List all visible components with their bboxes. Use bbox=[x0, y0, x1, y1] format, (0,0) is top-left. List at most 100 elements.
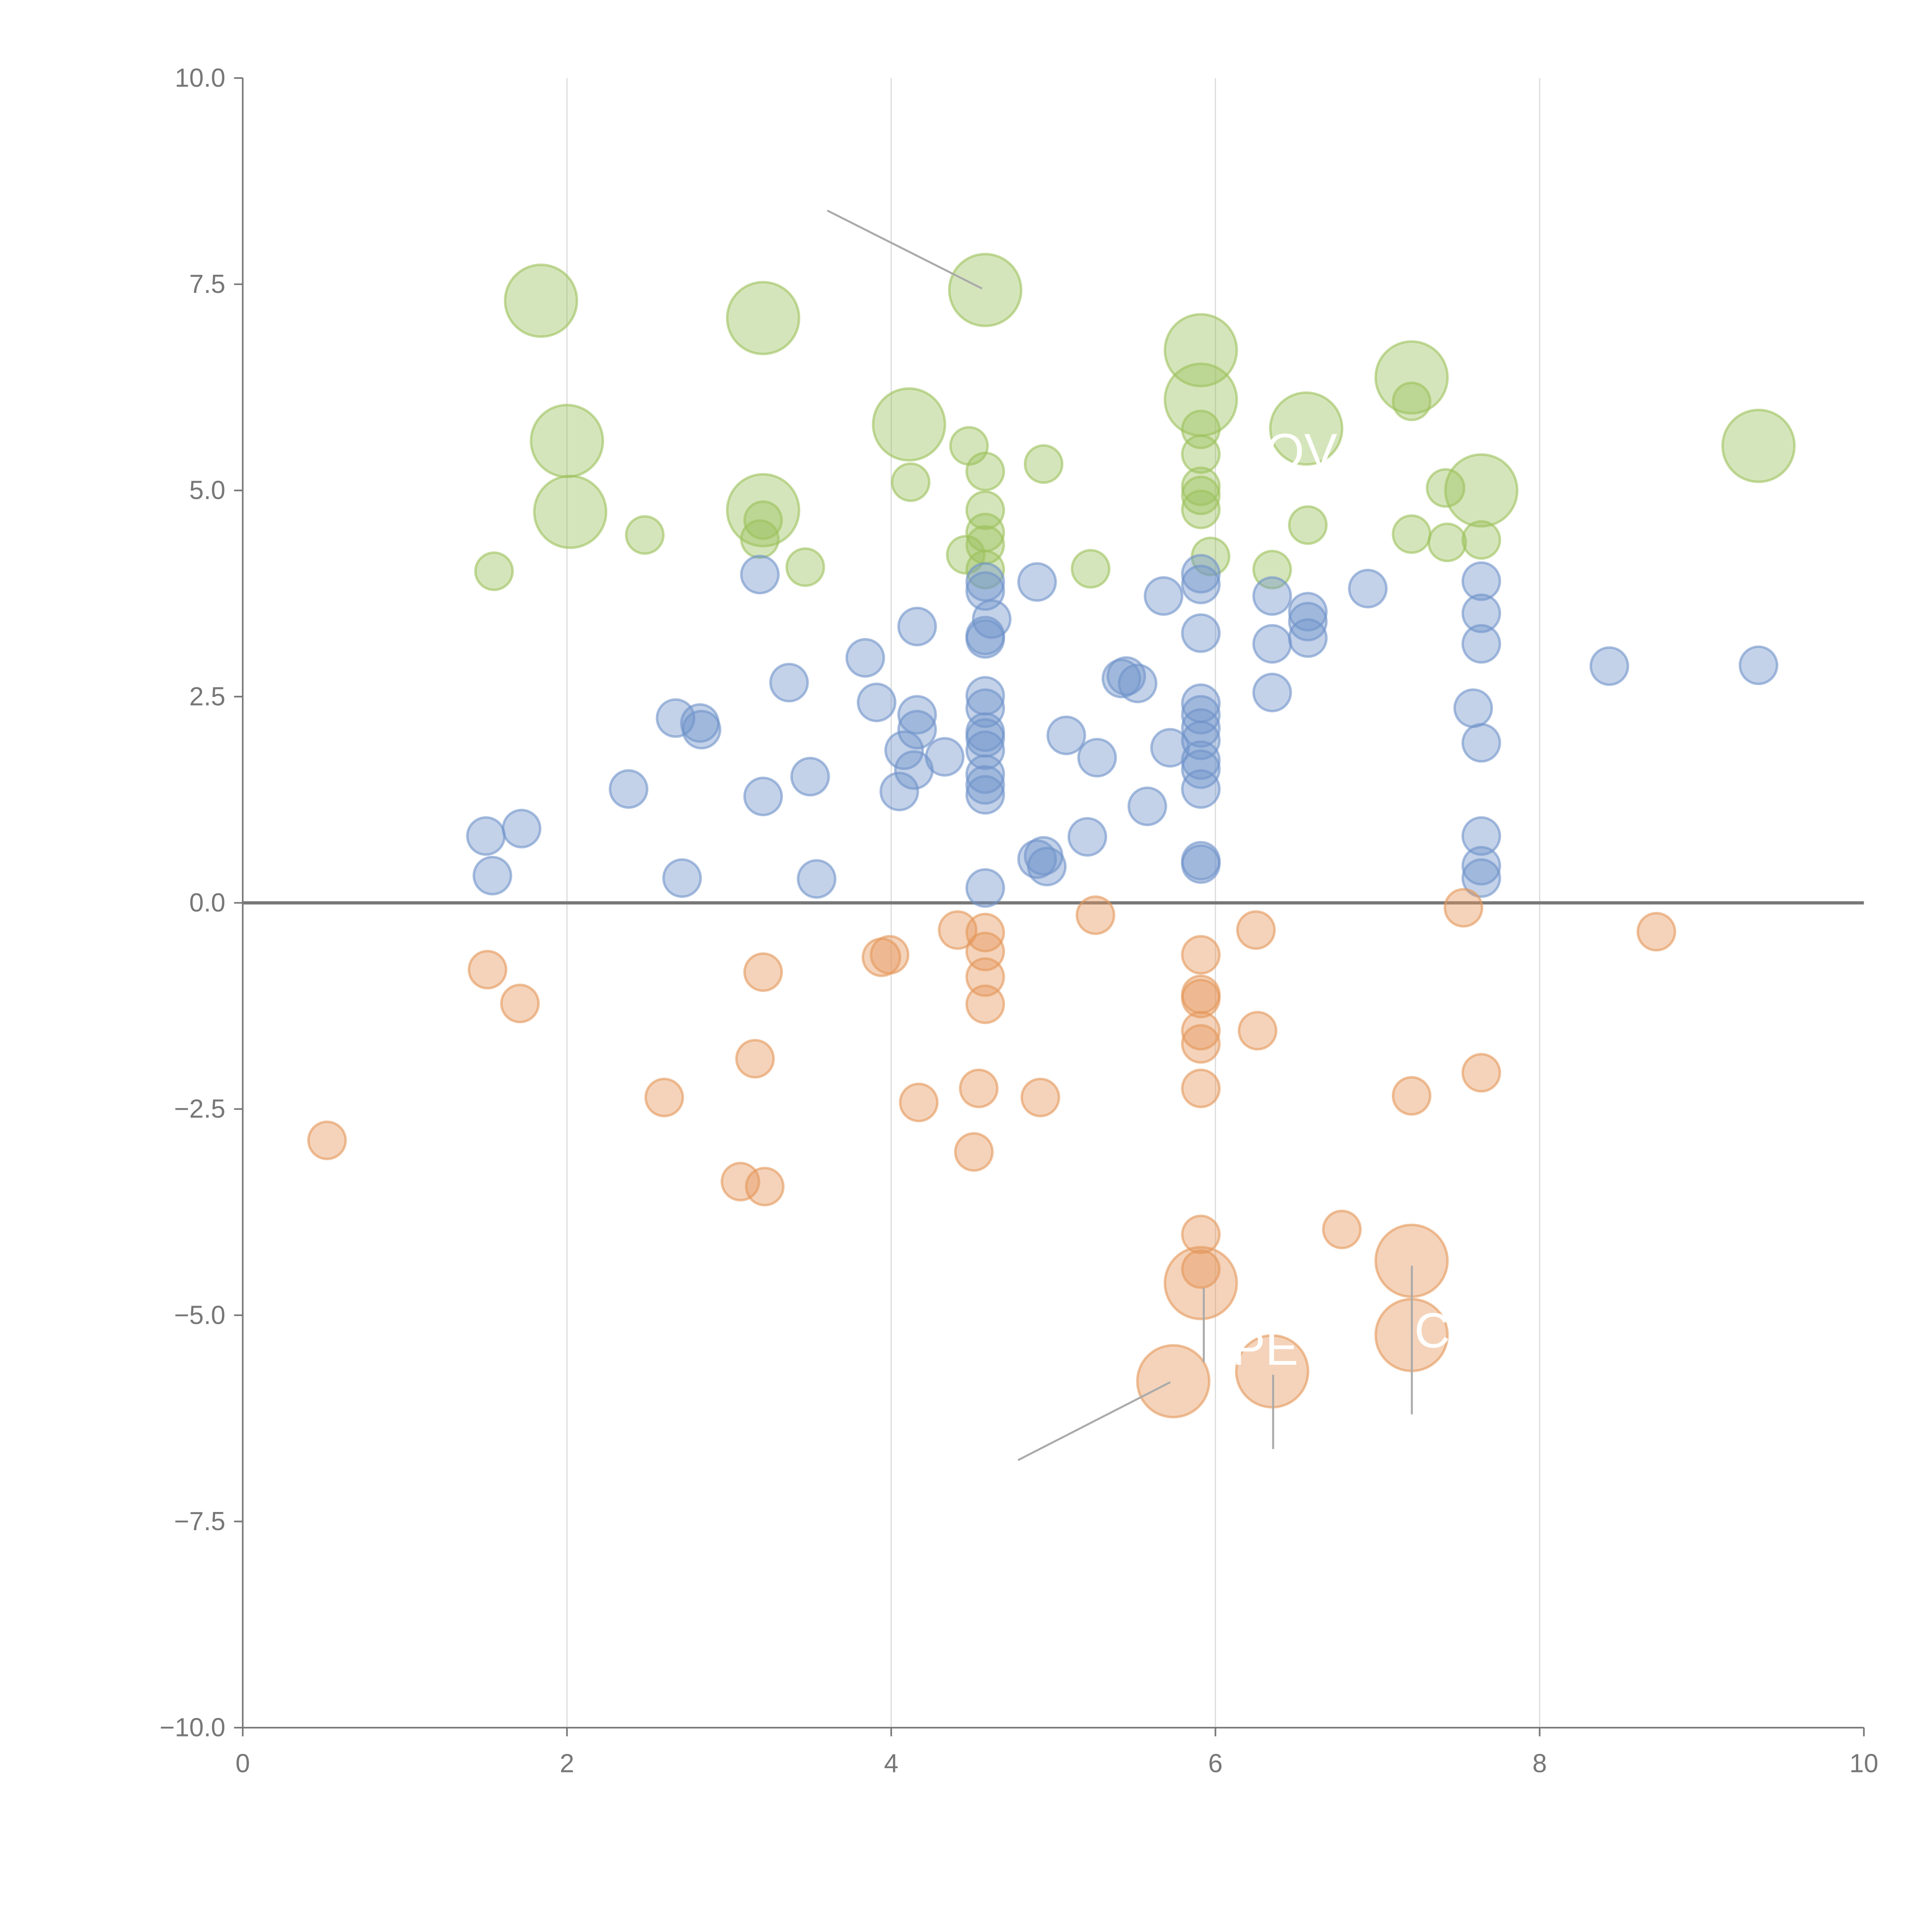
data-point-orange bbox=[1181, 1024, 1221, 1064]
data-point-blue bbox=[1589, 646, 1629, 686]
data-point-blue bbox=[1106, 656, 1146, 696]
data-point-blue bbox=[925, 737, 965, 777]
data-point-blue bbox=[502, 809, 542, 849]
data-point-green bbox=[1024, 444, 1064, 484]
data-point-green bbox=[872, 387, 946, 462]
data-point-blue bbox=[1077, 738, 1117, 778]
data-point-green bbox=[625, 515, 665, 555]
y-tick-label: 5.0 bbox=[189, 476, 226, 505]
x-tick-label: 4 bbox=[884, 1749, 898, 1778]
data-point-green bbox=[504, 264, 578, 338]
y-tick-label: 0.0 bbox=[189, 888, 226, 917]
data-point-green bbox=[1181, 475, 1221, 515]
data-point-orange bbox=[1020, 1078, 1060, 1117]
data-point-orange bbox=[1391, 1076, 1432, 1116]
data-point-orange bbox=[1075, 895, 1116, 935]
data-point-blue bbox=[1461, 624, 1501, 664]
data-point-blue bbox=[845, 638, 885, 678]
data-point-blue bbox=[682, 709, 721, 750]
data-point-blue bbox=[790, 757, 830, 797]
annotation-label: C bbox=[1414, 1303, 1450, 1358]
data-point-blue bbox=[1461, 594, 1501, 633]
data-point-orange bbox=[899, 1082, 939, 1122]
data-point-green bbox=[1391, 514, 1432, 554]
leader-line bbox=[1017, 1381, 1171, 1461]
data-point-blue bbox=[965, 868, 1005, 908]
data-point-blue bbox=[1181, 844, 1221, 884]
data-point-orange bbox=[1181, 1068, 1221, 1109]
data-point-blue bbox=[879, 772, 919, 811]
data-point-blue bbox=[1252, 576, 1292, 616]
data-point-orange bbox=[1181, 1214, 1221, 1254]
x-tick-label: 10 bbox=[1849, 1749, 1878, 1778]
data-point-blue bbox=[1461, 858, 1501, 898]
data-point-orange bbox=[1181, 935, 1221, 975]
data-point-orange bbox=[468, 950, 508, 990]
data-point-green bbox=[1269, 391, 1344, 466]
data-point-blue bbox=[1181, 740, 1221, 780]
data-point-blue bbox=[1288, 602, 1328, 641]
data-point-blue bbox=[609, 769, 649, 809]
data-point-orange bbox=[1636, 912, 1676, 952]
data-point-blue bbox=[1461, 816, 1501, 856]
data-point-blue bbox=[1288, 618, 1328, 658]
data-point-green bbox=[1721, 408, 1796, 483]
annotation-label: OV bbox=[1266, 424, 1337, 479]
data-point-blue bbox=[769, 663, 809, 702]
data-point-green bbox=[891, 462, 931, 502]
data-point-orange bbox=[1461, 1053, 1501, 1093]
y-tick-label: 10.0 bbox=[175, 63, 225, 92]
y-tick-label: 7.5 bbox=[189, 270, 226, 299]
data-point-blue bbox=[857, 682, 896, 723]
data-point-blue bbox=[656, 698, 696, 738]
data-point-blue bbox=[466, 816, 506, 856]
data-point-orange bbox=[1236, 910, 1276, 950]
data-point-blue bbox=[1143, 576, 1184, 616]
data-point-orange bbox=[1181, 1011, 1221, 1051]
data-point-green bbox=[948, 253, 1022, 327]
points bbox=[307, 253, 1796, 1418]
data-point-orange bbox=[735, 1039, 775, 1079]
data-point-blue bbox=[965, 775, 1005, 815]
data-point-blue bbox=[1067, 817, 1107, 857]
data-point-green bbox=[1391, 381, 1432, 421]
x-tick-label: 6 bbox=[1208, 1749, 1223, 1778]
data-point-green bbox=[1444, 453, 1519, 528]
data-point-green bbox=[1425, 468, 1466, 508]
data-point-orange bbox=[959, 1068, 999, 1109]
data-point-orange bbox=[965, 957, 1005, 997]
data-point-blue bbox=[1117, 663, 1158, 704]
data-point-orange bbox=[1136, 1344, 1211, 1418]
data-point-orange bbox=[644, 1078, 684, 1117]
x-ticks: 0 2 4 6 8 10 bbox=[235, 1728, 1878, 1778]
data-point-green bbox=[530, 404, 604, 478]
data-point-blue bbox=[473, 855, 512, 896]
data-point-green bbox=[1181, 490, 1221, 529]
data-point-blue bbox=[1128, 786, 1167, 827]
data-point-blue bbox=[965, 730, 1005, 770]
y-tick-label: 2.5 bbox=[189, 682, 226, 711]
data-point-blue bbox=[972, 599, 1012, 639]
data-point-blue bbox=[1181, 613, 1221, 653]
data-point-green bbox=[965, 490, 1005, 530]
x-tick-label: 8 bbox=[1532, 1749, 1547, 1778]
x-tick-label: 0 bbox=[235, 1749, 250, 1778]
leader-line bbox=[827, 209, 983, 290]
data-point-blue bbox=[1027, 847, 1067, 886]
data-point-blue bbox=[965, 688, 1005, 728]
data-point-blue bbox=[965, 754, 1005, 794]
annotation-label: PE bbox=[1232, 1320, 1298, 1376]
data-point-orange bbox=[965, 984, 1005, 1024]
data-point-green bbox=[1181, 434, 1221, 474]
data-point-orange bbox=[1322, 1209, 1362, 1250]
data-point-blue bbox=[897, 607, 937, 646]
data-point-orange bbox=[1238, 1011, 1277, 1051]
data-point-blue bbox=[797, 859, 837, 899]
data-point-blue bbox=[884, 730, 924, 770]
data-point-blue bbox=[1252, 624, 1292, 664]
data-point-blue bbox=[1738, 645, 1779, 685]
data-point-orange bbox=[869, 935, 910, 975]
data-point-blue bbox=[1252, 672, 1292, 713]
data-point-blue bbox=[1017, 562, 1057, 602]
